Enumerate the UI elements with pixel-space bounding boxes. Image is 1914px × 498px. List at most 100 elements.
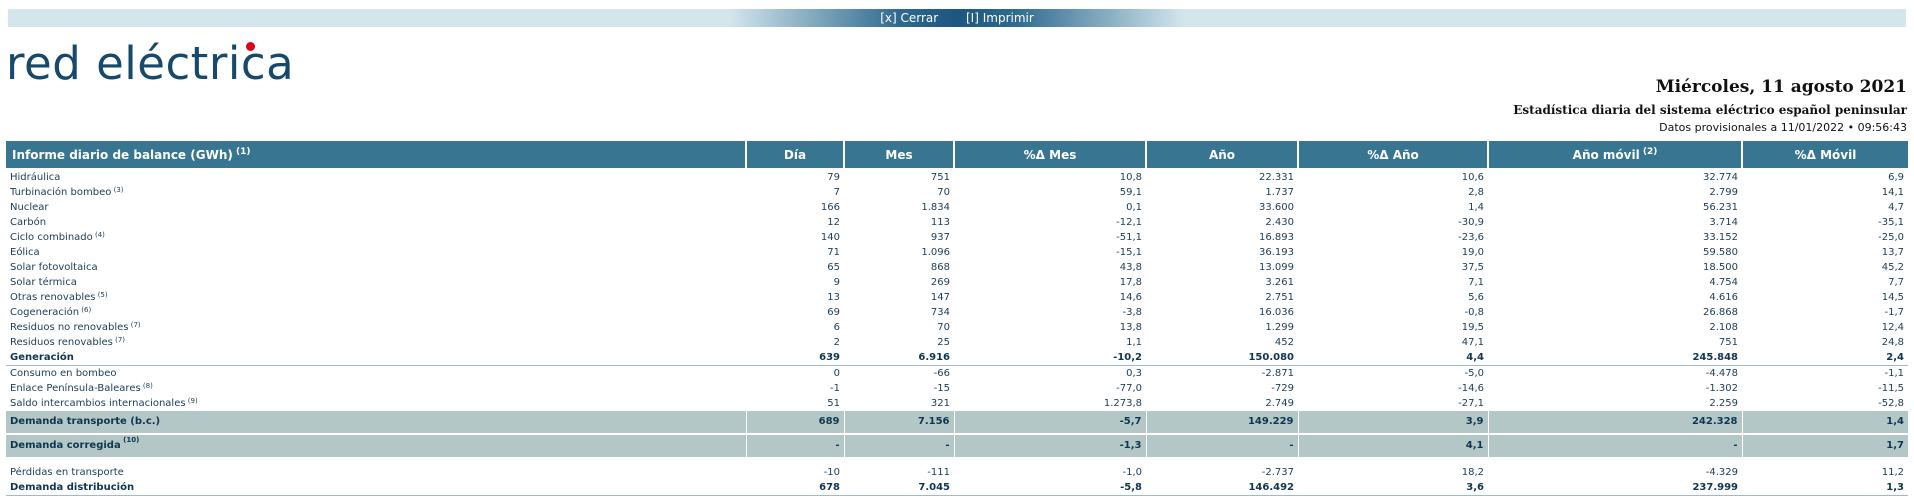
table-cell: 6.916 — [844, 350, 954, 366]
table-cell: 56.231 — [1703, 202, 1738, 213]
table-cell: 269 — [930, 277, 950, 288]
table-cell: -1,7 — [1884, 307, 1904, 318]
column-header: Año — [1146, 141, 1299, 168]
row-note: (6) — [79, 306, 92, 314]
table-cell: 7.045 — [844, 480, 954, 496]
row-label-text: Solar fotovoltaica — [10, 262, 98, 273]
row-note: (7) — [112, 336, 126, 344]
table-cell: 6 — [833, 322, 840, 333]
row-label-text: Generación — [10, 352, 74, 363]
table-cell: - — [746, 433, 845, 457]
table-cell: 59,1 — [1119, 187, 1142, 198]
column-header-label: %Δ Año — [1367, 147, 1419, 162]
row-label: Hidráulica — [6, 168, 746, 185]
table-cell: -5,0 — [1464, 368, 1484, 379]
row-label: Ciclo combinado (4) — [6, 230, 746, 245]
table-cell: 245.848 — [1488, 350, 1742, 366]
table-cell: -4.478 — [1705, 368, 1738, 379]
table-cell: 1.273,8 — [1103, 398, 1142, 409]
row-label: Eólica — [6, 245, 746, 260]
table-row: Turbinación bombeo (3) 7 70 59,1 1.737 2,8 2.7… — [6, 185, 1908, 200]
row-label-text: Cogeneración — [10, 307, 80, 318]
table-cell: 7 — [833, 187, 840, 198]
table-cell: 59.580 — [1703, 247, 1738, 258]
table-cell: -2.737 — [1261, 467, 1294, 478]
table-cell: 0 — [833, 368, 840, 379]
table-cell: 1.737 — [1265, 187, 1294, 198]
table-row: Ciclo combinado (4) 140 937 -51,1 16.893 -23,… — [6, 230, 1908, 245]
table-cell: -111 — [927, 467, 950, 478]
table-cell: - — [1146, 433, 1299, 457]
top-toolbar: [x] Cerrar [I] Imprimir — [8, 9, 1906, 27]
table-cell: 149.229 — [1146, 411, 1299, 434]
table-body: Hidráulica 79 751 10,8 22.331 10,6 32.774 6,9 Tu… — [6, 168, 1908, 496]
table-cell: -1,3 — [954, 433, 1147, 457]
column-header-label: Día — [783, 147, 807, 162]
row-label-text: Demanda transporte (b.c.) — [10, 416, 161, 427]
table-cell: -25,0 — [1878, 232, 1904, 243]
red-electrica-logo: red eléctrica — [6, 34, 294, 94]
table-cell: 79 — [827, 172, 840, 183]
column-header: Año móvil (2) — [1488, 141, 1743, 168]
table-cell: -23,6 — [1458, 232, 1484, 243]
table-cell: 14,5 — [1881, 292, 1904, 303]
table-cell: 26.868 — [1703, 307, 1738, 318]
table-cell: 32.774 — [1703, 172, 1738, 183]
table-cell: 51 — [827, 398, 840, 409]
table-row: Hidráulica 79 751 10,8 22.331 10,6 32.774 6,9 — [6, 168, 1908, 185]
row-label-text: Nuclear — [10, 202, 49, 213]
table-cell: 868 — [930, 262, 950, 273]
table-row: Eólica 71 1.096 -15,1 36.193 19,0 59.580 13,7 — [6, 245, 1908, 260]
column-header-label: %Δ Móvil — [1794, 147, 1857, 162]
row-label-text: Residuos no renovables — [10, 322, 129, 333]
table-cell: -27,1 — [1458, 398, 1484, 409]
table-cell: 9 — [833, 277, 840, 288]
table-cell: -52,8 — [1878, 398, 1904, 409]
table-cell: 13.099 — [1259, 262, 1294, 273]
table-cell: 10,6 — [1461, 172, 1484, 183]
table-cell: -1.302 — [1705, 383, 1738, 394]
table-cell: 5,6 — [1468, 292, 1484, 303]
table-cell: 4.616 — [1709, 292, 1738, 303]
row-label-text: Consumo en bombeo — [10, 368, 117, 379]
column-header-note: (2) — [1639, 147, 1658, 157]
table-row: Solar térmica 9 269 17,8 3.261 7,1 4.754 7,7 — [6, 275, 1908, 290]
table-cell: 1.096 — [921, 247, 950, 258]
table-cell: - — [1488, 433, 1743, 457]
table-cell: 140 — [820, 232, 840, 243]
column-header-label: Informe diario de balance (GWh) — [12, 148, 233, 162]
close-button[interactable]: [x] Cerrar — [880, 11, 939, 25]
table-cell: 43,8 — [1119, 262, 1142, 273]
table-cell: 18.500 — [1703, 262, 1738, 273]
table-cell: 2.108 — [1709, 322, 1738, 333]
table-cell: 65 — [827, 262, 840, 273]
balance-table-container: Informe diario de balance (GWh) (1) Día Me… — [6, 141, 1908, 496]
row-label: Residuos renovables (7) — [6, 335, 746, 350]
report-date: Miércoles, 11 agosto 2021 — [1655, 77, 1907, 97]
table-cell: 1,7 — [1742, 433, 1908, 457]
table-cell: 14,6 — [1119, 292, 1142, 303]
table-cell: -0,8 — [1464, 307, 1484, 318]
table-cell: -1 — [830, 383, 840, 394]
row-label: Demanda transporte (b.c.) — [6, 411, 747, 434]
report-subtitle: Estadística diaria del sistema eléctrico… — [1513, 103, 1907, 117]
table-cell: 13,7 — [1881, 247, 1904, 258]
table-cell: 3.261 — [1265, 277, 1294, 288]
table-cell: 734 — [930, 307, 950, 318]
table-cell: 71 — [827, 247, 840, 258]
table-cell: -15,1 — [1116, 247, 1142, 258]
table-cell: 16.893 — [1259, 232, 1294, 243]
table-row: Residuos no renovables (7) 6 70 13,8 1.299 19… — [6, 320, 1908, 335]
table-cell: -2.871 — [1261, 368, 1294, 379]
balance-table: Informe diario de balance (GWh) (1) Día Me… — [6, 141, 1908, 496]
table-cell: 2.259 — [1709, 398, 1738, 409]
table-cell: -12,1 — [1116, 217, 1142, 228]
table-cell: 0,3 — [1126, 368, 1142, 379]
table-cell: -15 — [933, 383, 950, 394]
row-label-text: Otras renovables — [10, 292, 96, 303]
table-cell: -10,2 — [954, 350, 1146, 366]
table-cell: 7,7 — [1888, 277, 1904, 288]
row-label-text: Turbinación bombeo — [10, 187, 112, 198]
table-cell: 69 — [827, 307, 840, 318]
print-button[interactable]: [I] Imprimir — [966, 11, 1034, 25]
